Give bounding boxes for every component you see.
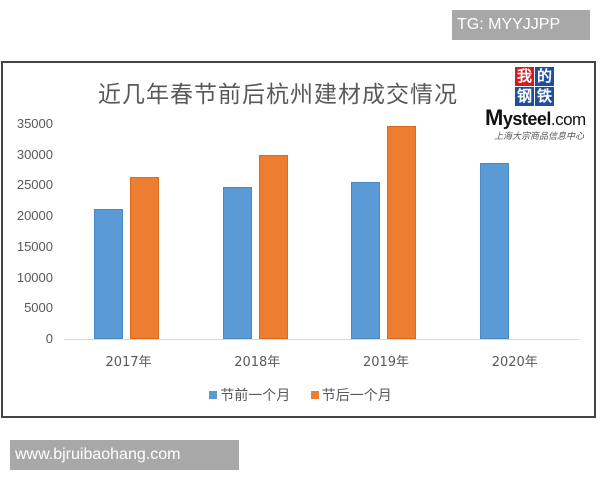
logo-char-2: 的 [535, 67, 554, 86]
bar-after-2 [387, 125, 417, 339]
legend-item-before: 节前一个月 [209, 385, 290, 405]
y-tick-label: 30000 [16, 146, 53, 162]
legend-swatch-blue [209, 391, 218, 399]
logo-subtitle: 上海大宗商品信息中心 [493, 132, 584, 142]
legend-swatch-orange [310, 391, 319, 399]
legend-item-after: 节后一个月 [310, 385, 392, 405]
chart-frame: 近几年春节前后杭州建材成交情况 我 的 钢 铁 Mysteel.com 上海大宗… [1, 61, 596, 418]
mysteel-logo: 我 的 钢 铁 Mysteel.com 上海大宗商品信息中心 [483, 65, 595, 142]
watermark-top: TG: MYYJJPP [452, 10, 590, 40]
legend: 节前一个月 节后一个月 [3, 385, 598, 405]
bar-after-0 [129, 177, 159, 339]
y-tick-label: 0 [45, 331, 53, 346]
bar-before-3 [480, 163, 510, 339]
y-tick-label: 35000 [16, 116, 53, 131]
x-axis-baseline [64, 339, 579, 340]
y-tick-label: 20000 [16, 208, 53, 224]
chart-title: 近几年春节前后杭州建材成交情况 [98, 82, 458, 108]
bar-before-1 [222, 186, 252, 339]
watermark-bottom: www.bjruibaohang.com [10, 440, 239, 470]
x-tick-label: 2020年 [491, 355, 538, 370]
logo-wordmark: Mysteel.com [485, 105, 586, 131]
x-tick-label: 2017年 [105, 355, 152, 370]
logo-char-grid: 我 的 钢 铁 [515, 67, 555, 107]
logo-word-rest: ysteel [502, 109, 552, 129]
logo-char-1: 我 [515, 67, 534, 86]
bar-before-0 [93, 208, 123, 339]
logo-word-dotcom: .com [550, 110, 586, 129]
y-tick-label: 10000 [16, 269, 53, 285]
x-tick-label: 2018年 [234, 355, 281, 370]
y-tick-label: 25000 [16, 177, 53, 193]
logo-char-3: 钢 [515, 87, 534, 106]
logo-word-initial: M [485, 105, 503, 130]
y-tick-label: 15000 [16, 238, 53, 254]
logo-char-4: 铁 [535, 87, 554, 106]
y-tick-label: 5000 [24, 300, 53, 316]
bar-after-1 [258, 154, 288, 339]
x-tick-label: 2019年 [362, 355, 410, 370]
legend-label-after: 节后一个月 [321, 388, 392, 404]
legend-label-before: 节前一个月 [220, 388, 291, 404]
bar-before-2 [351, 181, 381, 339]
